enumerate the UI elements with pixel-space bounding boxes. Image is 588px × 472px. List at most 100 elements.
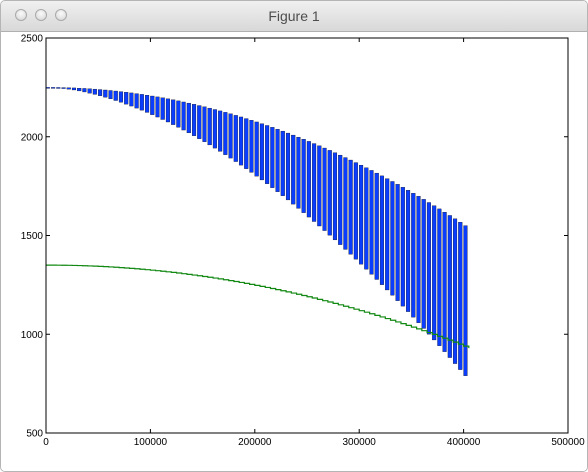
bar-9 [92,88,97,95]
bar-16 [129,92,134,107]
bar-14 [118,91,123,103]
bar-62 [369,170,374,275]
bar-41 [259,123,264,181]
bar-50 [306,141,311,218]
bar-19 [145,95,150,113]
bar-11 [103,89,108,98]
minimize-window-button[interactable] [35,9,47,21]
bar-72 [421,199,426,329]
y-tick-label-0: 500 [26,429,43,440]
bar-47 [291,134,296,205]
y-tick-label-4: 2500 [21,34,44,45]
bar-79 [458,222,463,370]
bar-23 [165,98,170,123]
bar-48 [296,136,301,209]
bar-18 [139,94,144,111]
bar-57 [343,157,348,250]
bar-8 [87,88,92,94]
bar-49 [301,139,306,213]
bar-68 [400,187,405,307]
bar-44 [275,129,280,192]
bar-51 [312,143,317,222]
figure-canvas: 0 100000 200000 300000 400000 500000 500 1000 15… [1,32,587,471]
bar-70 [411,193,416,318]
bar-12 [108,90,113,99]
bar-53 [322,147,327,231]
bar-46 [285,132,291,201]
bar-3 [61,87,66,89]
bar-25 [176,100,181,128]
bar-77 [447,215,452,358]
bar-21 [155,96,160,118]
bar-13 [113,90,118,101]
bar-1 [51,87,56,89]
bar-73 [426,202,431,335]
bar-0 [45,87,50,89]
bar-30 [202,106,207,142]
title-bar: Figure 1 [1,1,587,32]
bar-31 [207,107,212,146]
bar-63 [374,172,379,280]
bar-6 [77,88,82,92]
bar-54 [327,150,332,236]
bar-60 [359,164,364,265]
bar-2 [56,87,61,89]
x-tick-label-5: 500000 [551,437,585,448]
bar-15 [124,92,129,105]
bar-17 [134,93,139,109]
bar-4 [66,87,71,90]
bar-74 [432,205,437,341]
bar-27 [186,102,191,134]
x-tick-label-2: 200000 [238,437,272,448]
bar-29 [197,105,202,139]
bar-22 [160,97,165,120]
bar-76 [442,211,447,352]
bar-42 [265,125,270,184]
bar-40 [254,121,259,177]
bar-80 [463,225,468,376]
x-tick-label-3: 300000 [343,437,377,448]
bar-10 [98,89,103,96]
bar-67 [395,184,400,301]
bar-35 [228,113,233,159]
green-step-line [46,264,470,349]
bar-75 [437,208,442,346]
bar-69 [406,190,411,312]
bar-20 [150,95,155,115]
bar-26 [181,101,186,131]
bar-55 [332,152,338,241]
bar-65 [385,178,390,291]
bar-58 [348,159,353,255]
bar-7 [82,88,87,93]
zoom-window-button[interactable] [55,9,67,21]
bar-24 [171,99,176,125]
bar-71 [416,196,421,323]
bar-38 [244,118,249,169]
bar-64 [379,175,384,285]
bar-45 [280,130,285,196]
bar-52 [317,145,322,227]
bar-78 [453,218,458,364]
bar-61 [364,167,369,270]
y-tick-label-1: 1000 [21,330,44,341]
window-title: Figure 1 [268,8,320,24]
bar-5 [71,87,77,91]
bar-34 [223,112,228,155]
bar-33 [218,110,223,152]
bar-56 [338,154,343,245]
bar-36 [233,115,238,162]
y-tick-label-3: 2000 [21,132,44,143]
bar-59 [353,162,358,260]
bar-43 [270,127,275,188]
bar-39 [249,120,254,173]
x-tick-label-4: 400000 [447,437,481,448]
bar-28 [192,104,197,136]
y-tick-label-2: 1500 [21,231,44,242]
x-tick-label-1: 100000 [134,437,168,448]
bar-37 [238,116,244,166]
close-window-button[interactable] [15,9,27,21]
bar-66 [390,181,395,296]
bar-32 [212,109,217,149]
x-tick-label-0: 0 [43,437,49,448]
